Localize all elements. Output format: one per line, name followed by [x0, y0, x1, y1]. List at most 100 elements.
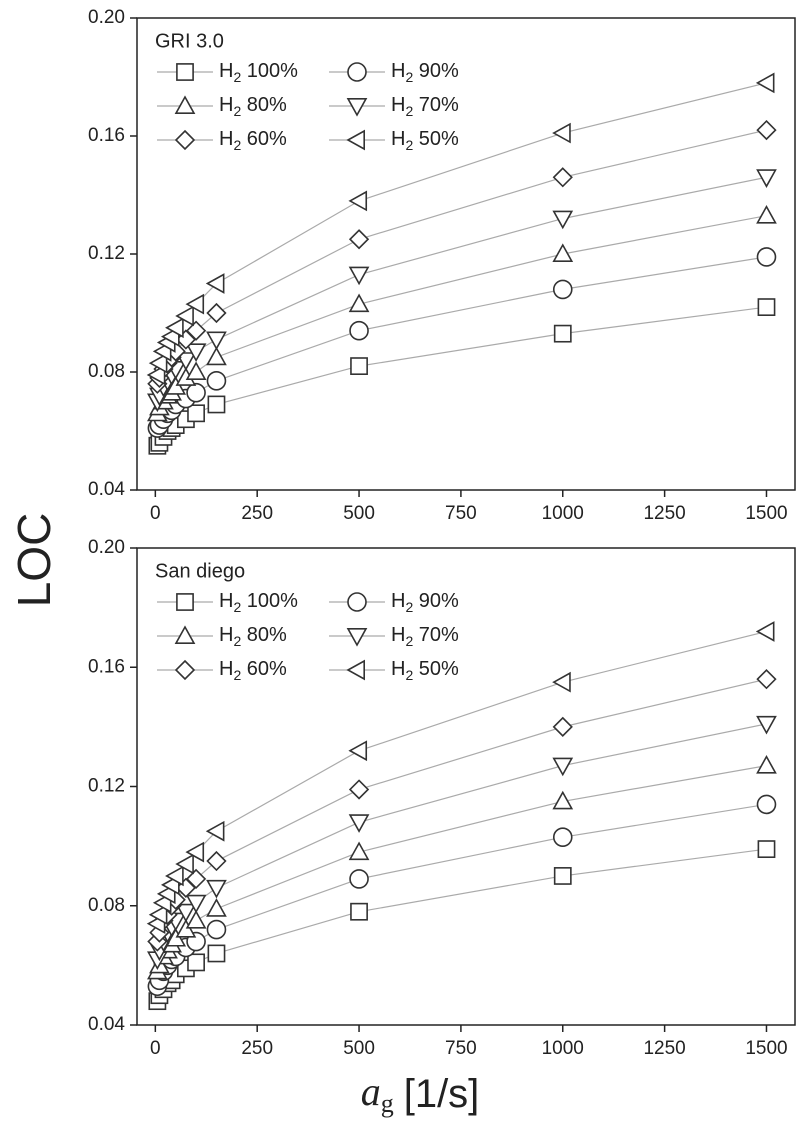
legend-label: H2 60% [219, 128, 287, 152]
legend-marker [174, 129, 196, 151]
marker [552, 827, 573, 847]
x-tick-label: 0 [150, 1038, 161, 1059]
marker [756, 794, 777, 815]
plot-frame [136, 547, 796, 1026]
marker [207, 395, 226, 414]
marker [206, 850, 227, 872]
marker [756, 669, 777, 690]
marker [185, 343, 207, 362]
legend-text-part: 2 [405, 69, 413, 85]
marker [187, 404, 205, 423]
marker [175, 305, 194, 327]
marker [185, 320, 207, 341]
marker [757, 840, 776, 859]
legend-text-part: 100% [241, 590, 298, 612]
marker [206, 331, 227, 351]
legend-marker [176, 593, 194, 611]
legend-text-part: 80% [241, 94, 287, 116]
legend-label: H2 100% [219, 590, 298, 614]
marker [756, 754, 777, 774]
marker [185, 868, 207, 890]
marker [175, 853, 194, 875]
legend-text-part: 50% [413, 658, 459, 680]
marker [756, 205, 777, 224]
marker [553, 867, 572, 885]
legend-text-part: 50% [413, 128, 459, 150]
legend-label: H2 70% [391, 624, 459, 648]
marker [148, 904, 168, 926]
legend-marker [174, 625, 196, 645]
legend-marker [346, 627, 368, 647]
legend-text-part: 2 [233, 633, 241, 649]
marker [552, 210, 574, 230]
marker [349, 869, 369, 889]
legend-text-part: 2 [405, 103, 413, 119]
series-line [156, 848, 767, 1002]
x-label-unit: [1/s] [404, 1072, 480, 1116]
series-line [156, 765, 767, 972]
legend-text-part: 100% [241, 60, 298, 82]
legend-title: GRI 3.0 [155, 30, 224, 52]
legend-marker [174, 95, 196, 114]
legend-text-part: H [219, 590, 233, 612]
y-axis-label: LOC [8, 513, 60, 608]
x-axis-label: ag [1/s] [361, 1069, 480, 1118]
legend-text-part: H [391, 94, 405, 116]
x-label-symbol: a [361, 1069, 381, 1114]
marker [755, 72, 775, 94]
x-tick-label: 750 [445, 503, 477, 524]
x-tick-label: 250 [241, 1038, 273, 1059]
marker [348, 814, 370, 833]
series-line [156, 215, 767, 414]
series-line [156, 306, 767, 447]
x-tick-label: 1250 [643, 503, 685, 524]
legend-text-part: 2 [233, 103, 241, 119]
y-tick-label: 0.04 [88, 1014, 125, 1035]
legend-marker [347, 62, 367, 82]
marker [757, 298, 776, 317]
marker [146, 364, 166, 386]
marker [185, 293, 205, 315]
marker [185, 910, 207, 929]
legend-marker [176, 63, 194, 81]
legend-text-part: H [219, 658, 233, 680]
marker [206, 919, 227, 940]
series-line [156, 176, 767, 402]
legend-text-part: H [219, 60, 233, 82]
marker [756, 119, 777, 141]
legend-label: H2 60% [219, 658, 287, 682]
marker [552, 122, 571, 144]
marker [756, 715, 777, 735]
marker [185, 841, 205, 863]
marker [756, 169, 777, 188]
legend-text-part: 90% [413, 60, 459, 82]
series-line [156, 678, 767, 942]
legend-text-part: 2 [405, 633, 413, 649]
marker [349, 320, 369, 341]
y-tick-label: 0.16 [88, 125, 125, 146]
marker [552, 243, 574, 263]
x-tick-label: 1000 [542, 1038, 584, 1059]
marker [552, 790, 574, 810]
legend-text-part: H [219, 624, 233, 646]
legend-marker [346, 98, 368, 117]
marker [206, 898, 227, 917]
marker [175, 903, 197, 923]
marker [205, 820, 225, 842]
marker [348, 293, 370, 313]
marker [552, 671, 571, 693]
y-tick-label: 0.12 [88, 776, 125, 797]
legend-text-part: 80% [241, 624, 287, 646]
legend-label: H2 70% [391, 94, 459, 118]
legend-text-part: H [391, 624, 405, 646]
marker [756, 247, 777, 267]
legend-text-part: H [391, 128, 405, 150]
legend-text-part: 2 [233, 137, 241, 153]
x-tick-label: 1250 [643, 1038, 685, 1059]
y-tick-label: 0.20 [88, 537, 125, 558]
legend-text-part: 2 [405, 667, 413, 683]
legend-text-part: 2 [405, 137, 413, 153]
legend-text-part: 60% [241, 658, 287, 680]
x-tick-label: 500 [343, 1038, 375, 1059]
